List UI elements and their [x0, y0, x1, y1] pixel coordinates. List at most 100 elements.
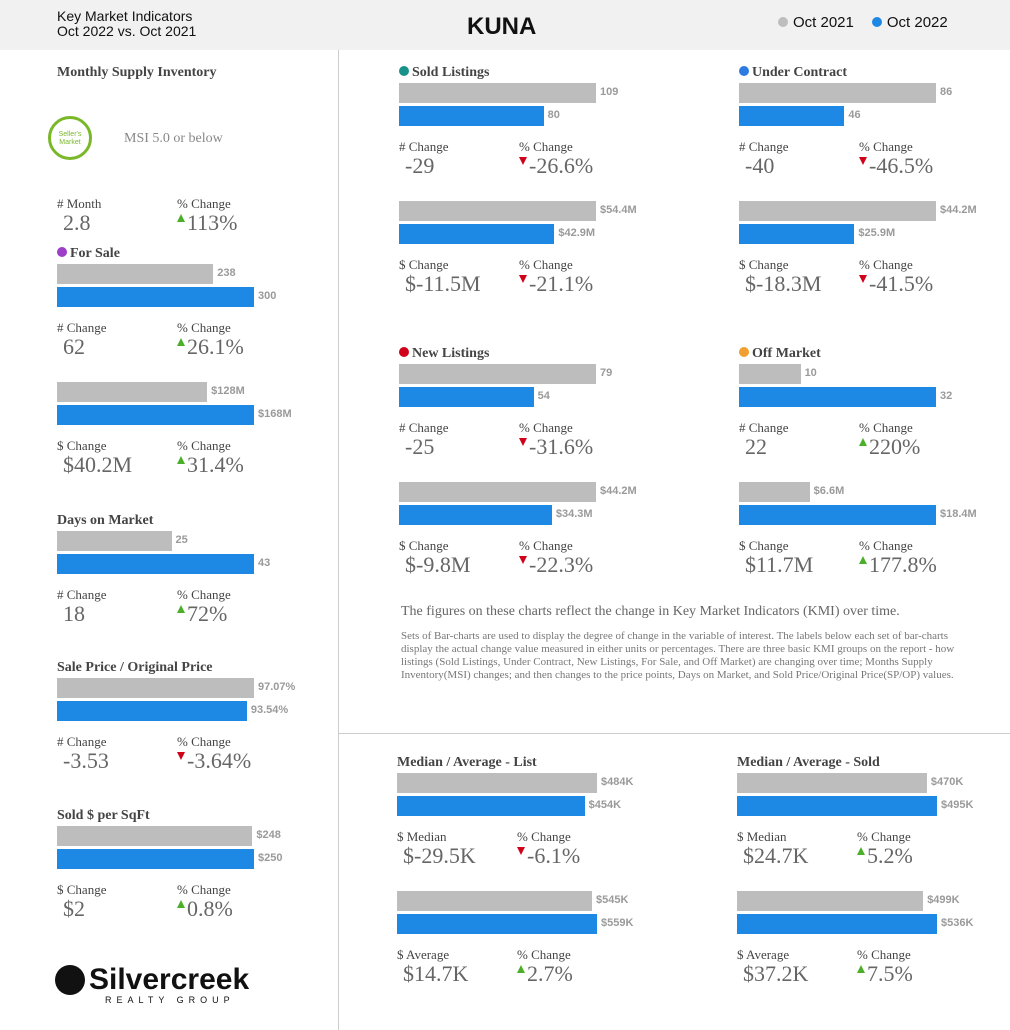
change-label: % Change — [177, 882, 231, 897]
change-label: # Change — [57, 734, 107, 749]
change-value: 31.4% — [177, 452, 244, 478]
change-arrow — [517, 847, 525, 855]
change-value: -40 — [745, 153, 774, 179]
bar — [739, 364, 801, 384]
bar-label: $250 — [258, 852, 283, 864]
change-text: 177.8% — [869, 552, 937, 577]
change-text: -3.53 — [63, 748, 109, 773]
bar — [57, 849, 254, 869]
change-text: 5.2% — [867, 843, 913, 868]
change-text: -22.3% — [529, 552, 594, 577]
bar — [57, 405, 254, 425]
bar — [399, 364, 596, 384]
bar-label: $454K — [588, 799, 622, 811]
legend-item: Oct 2021 — [778, 14, 854, 31]
change-arrow — [859, 438, 867, 446]
change-label: # Change — [739, 420, 789, 435]
change-text: 220% — [869, 434, 921, 459]
change-value: -6.1% — [517, 843, 580, 869]
title-text: Median / Average - Sold — [737, 755, 880, 770]
bar — [399, 387, 534, 407]
change-label: $ Median — [397, 829, 447, 844]
change-arrow — [177, 752, 185, 760]
bar-label: $128M — [211, 385, 245, 397]
logo-name: Silvercreek — [89, 963, 250, 996]
change-arrow — [177, 214, 185, 222]
change-value: $-9.8M — [405, 552, 470, 578]
change-value: 22 — [745, 434, 767, 460]
change-value: $-18.3M — [745, 271, 821, 297]
bar-label: $34.3M — [555, 508, 593, 520]
change-label: $ Change — [399, 538, 449, 553]
bar-label: $499K — [927, 894, 960, 906]
change-value: $37.2K — [743, 961, 808, 987]
bar — [399, 224, 555, 244]
bar-label: 93.54% — [250, 704, 289, 716]
panel-title: Sold Listings — [399, 65, 489, 81]
change-value: -41.5% — [859, 271, 933, 297]
change-value: -31.6% — [519, 434, 593, 460]
change-label: % Change — [517, 829, 571, 844]
bar-label: $248 — [256, 829, 281, 841]
msi-title: Monthly Supply Inventory — [57, 65, 217, 80]
change-arrow — [857, 965, 865, 973]
change-value: $-29.5K — [403, 843, 476, 869]
panel-title: New Listings — [399, 346, 489, 362]
change-value: -46.5% — [859, 153, 933, 179]
msi-note: MSI 5.0 or below — [124, 131, 223, 146]
change-label: % Change — [857, 829, 911, 844]
bar-label: 109 — [600, 86, 619, 98]
bar-label: $545K — [595, 894, 629, 906]
description: Sets of Bar-charts are used to display t… — [401, 630, 955, 681]
change-arrow — [519, 275, 527, 283]
change-label: % Change — [519, 257, 573, 272]
bar-label: $42.9M — [558, 227, 596, 239]
change-label: % Change — [519, 420, 573, 435]
change-label: % Change — [517, 947, 571, 962]
change-value: -3.64% — [177, 748, 251, 774]
bar — [57, 826, 253, 846]
bar — [397, 891, 592, 911]
change-arrow — [859, 157, 867, 165]
bar — [739, 201, 936, 221]
change-value: 26.1% — [177, 334, 244, 360]
change-value: $11.7M — [745, 552, 813, 578]
bar — [397, 914, 597, 934]
change-text: -40 — [745, 153, 775, 178]
header-subtitle: Key Market Indicators Oct 2022 vs. Oct 2… — [57, 9, 196, 39]
change-label: % Change — [177, 587, 231, 602]
change-value: $2 — [63, 896, 85, 922]
bar-label: $6.6M — [813, 485, 845, 497]
change-text: -29 — [405, 153, 435, 178]
change-text: 2.8 — [63, 210, 91, 235]
change-text: -26.6% — [529, 153, 594, 178]
change-label: # Change — [739, 139, 789, 154]
bar — [739, 224, 855, 244]
change-label: # Change — [399, 420, 449, 435]
change-label: % Change — [859, 139, 913, 154]
change-text: 18 — [63, 601, 85, 626]
change-arrow — [519, 556, 527, 564]
bar — [737, 796, 937, 816]
change-label: # Change — [57, 320, 107, 335]
bar — [737, 773, 927, 793]
logo-tagline: REALTY GROUP — [105, 995, 235, 1005]
panel-title: Median / Average - List — [397, 755, 537, 771]
change-value: $24.7K — [743, 843, 808, 869]
bar — [737, 891, 924, 911]
bar — [397, 796, 585, 816]
change-value: $14.7K — [403, 961, 468, 987]
bar-label: 25 — [175, 534, 188, 546]
panel-title: Days on Market — [57, 513, 153, 529]
change-text: 22 — [745, 434, 767, 459]
divider — [339, 733, 1010, 734]
change-arrow — [517, 965, 525, 973]
change-value: -29 — [405, 153, 434, 179]
change-arrow — [519, 157, 527, 165]
change-value: -25 — [405, 434, 434, 460]
legend-item: Oct 2022 — [871, 14, 948, 31]
subtitle-line: Oct 2022 vs. Oct 2021 — [57, 23, 197, 39]
change-label: $ Change — [739, 538, 789, 553]
change-label: % Change — [177, 320, 231, 335]
change-text: -46.5% — [869, 153, 934, 178]
